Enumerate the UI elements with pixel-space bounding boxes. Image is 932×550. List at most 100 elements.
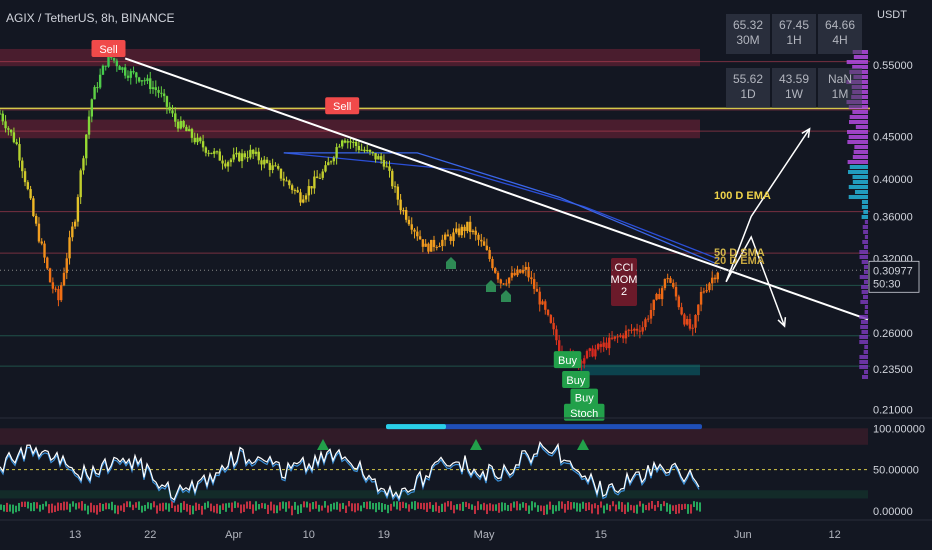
candle-99 (274, 165, 277, 167)
histogram-bar (126, 501, 128, 508)
histogram-bar (699, 502, 701, 512)
candle-242 (672, 282, 675, 287)
candle-149 (413, 229, 416, 232)
histogram-bar (117, 505, 119, 515)
candle-56 (154, 87, 157, 91)
histogram-bar (639, 501, 641, 507)
histogram-bar (690, 504, 692, 514)
histogram-bar (579, 503, 581, 512)
cci-label-1: MOM (611, 274, 638, 286)
candle-86 (238, 152, 241, 162)
candle-94 (260, 160, 263, 165)
candle-241 (669, 278, 672, 283)
trendline (124, 57, 869, 321)
candle-229 (635, 328, 639, 331)
price-tick-5: 0.26000 (873, 328, 913, 340)
profile-bar (846, 60, 868, 64)
histogram-bar (585, 502, 587, 512)
candle-121 (335, 147, 338, 158)
candle-232 (644, 319, 647, 328)
histogram-bar (36, 502, 38, 509)
histogram-bar (642, 503, 644, 513)
histogram-bar (429, 502, 431, 509)
histogram-bar (378, 502, 380, 510)
candle-253 (702, 291, 706, 293)
descending-trendline (124, 57, 869, 321)
profile-bar (863, 210, 868, 214)
candle-123 (340, 140, 344, 147)
candle-109 (302, 199, 305, 203)
candle-199 (552, 322, 555, 330)
profile-bar (861, 330, 868, 334)
time-tick-2: Apr (225, 529, 242, 541)
histogram-bar (489, 503, 491, 511)
histogram-bar (609, 504, 611, 512)
histogram-bar (627, 502, 629, 512)
histogram-bar (522, 502, 524, 508)
candle-36 (98, 74, 102, 88)
candle-33 (90, 99, 94, 117)
histogram-bar (33, 502, 35, 512)
histogram-bar (684, 503, 686, 510)
candle-176 (488, 250, 491, 259)
candle-217 (602, 342, 605, 347)
candle-116 (321, 171, 324, 178)
histogram-bar (462, 501, 464, 512)
histogram-bar (276, 505, 278, 514)
histogram-bar (321, 505, 323, 511)
candle-8 (21, 160, 24, 172)
overbought-zone (0, 428, 868, 445)
histogram-bar (30, 502, 32, 512)
histogram-bar (177, 504, 179, 512)
histogram-bar (90, 502, 92, 513)
candle-239 (663, 279, 667, 289)
histogram-bar (465, 501, 467, 508)
histogram-bar (669, 504, 671, 515)
candle-93 (257, 151, 260, 161)
profile-bar (855, 125, 868, 129)
signal-label-1: Sell (333, 101, 351, 113)
histogram-bar (105, 502, 107, 510)
tf-value: 65.32 (732, 18, 764, 32)
histogram-bar (450, 501, 452, 510)
candle-14 (37, 223, 41, 242)
histogram-bar (636, 504, 638, 514)
profile-bar (859, 360, 868, 364)
candle-210 (583, 358, 586, 364)
candle-13 (34, 216, 38, 224)
histogram-bar (57, 502, 59, 511)
horizontal-levels (0, 61, 870, 367)
profile-bar (863, 350, 868, 354)
histogram-bar (69, 503, 71, 513)
candle-114 (315, 176, 319, 179)
histogram-bar (405, 502, 407, 509)
histogram-bar (384, 504, 386, 510)
candle-58 (160, 92, 163, 94)
histogram-bar (282, 501, 284, 509)
candle-88 (243, 153, 247, 158)
candle-148 (410, 224, 413, 230)
candle-230 (638, 330, 642, 332)
histogram-bar (558, 501, 560, 511)
projection-arrowhead-0 (801, 127, 811, 138)
candle-74 (204, 147, 208, 153)
chart-title: AGIX / TetherUS, 8h, BINANCE (6, 11, 175, 25)
histogram-bar (207, 501, 209, 508)
candle-213 (591, 348, 594, 357)
histogram-bar (48, 504, 50, 514)
candle-215 (596, 344, 600, 350)
ema-100-line (283, 152, 719, 260)
profile-bar (849, 115, 868, 119)
candle-190 (527, 266, 530, 278)
histogram-bar (438, 505, 440, 513)
candle-61 (168, 106, 171, 111)
candle-214 (594, 349, 597, 357)
candle-10 (26, 182, 30, 190)
oscillator-line (0, 440, 700, 501)
histogram-bar (483, 502, 485, 511)
candle-80 (221, 160, 224, 164)
candle-133 (368, 149, 372, 152)
osc-tick-1: 50.00000 (873, 465, 919, 477)
